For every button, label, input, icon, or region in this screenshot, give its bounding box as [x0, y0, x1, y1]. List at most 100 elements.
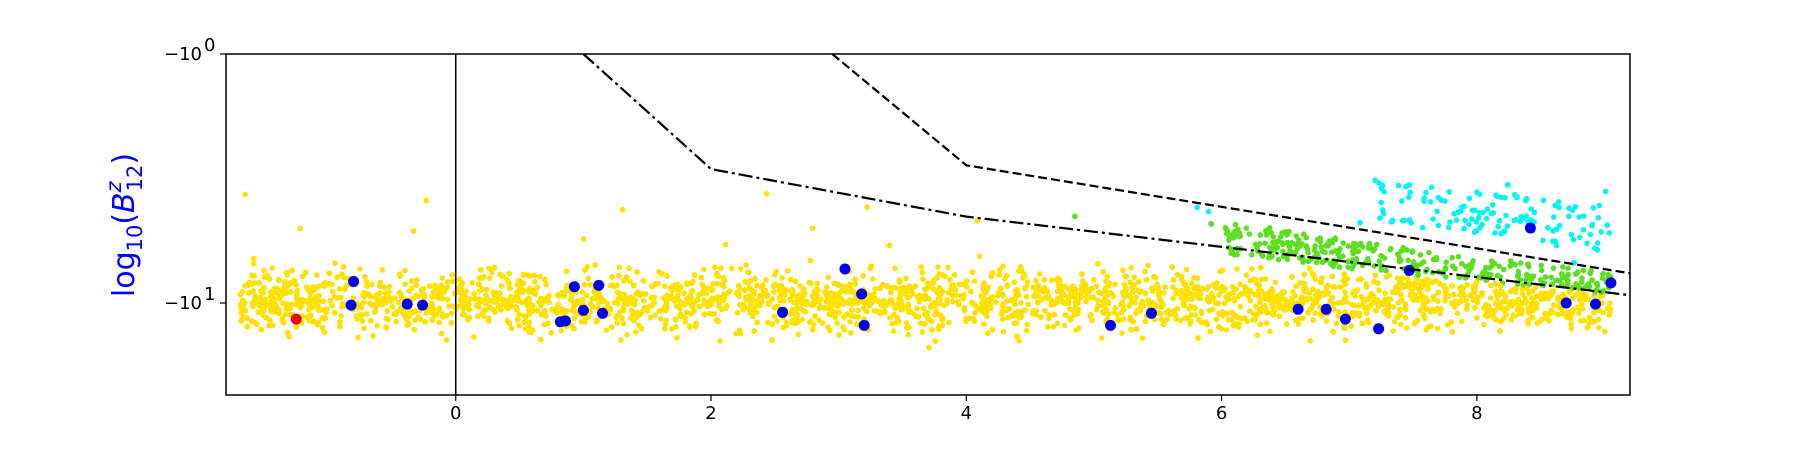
data-point — [1425, 324, 1432, 330]
data-point — [1496, 263, 1502, 270]
data-point — [1337, 246, 1343, 252]
data-point — [1035, 299, 1041, 306]
data-point — [397, 271, 403, 278]
data-point — [647, 314, 654, 321]
data-point — [1511, 217, 1517, 224]
data-point — [389, 304, 396, 310]
data-point — [538, 297, 544, 304]
data-point — [303, 269, 309, 276]
data-point — [498, 307, 504, 313]
data-point — [1272, 279, 1279, 286]
highlight-point — [417, 299, 429, 311]
data-point — [451, 290, 458, 297]
data-point — [1395, 252, 1402, 259]
data-point — [951, 272, 958, 278]
data-point — [932, 312, 938, 318]
data-point — [541, 321, 548, 328]
data-point — [982, 296, 988, 303]
data-point — [513, 306, 520, 313]
data-point — [1397, 306, 1403, 313]
data-point — [383, 324, 389, 331]
data-point — [1492, 288, 1499, 295]
data-point — [980, 283, 986, 290]
data-point — [1104, 274, 1111, 280]
data-point — [249, 273, 256, 279]
data-point — [1500, 266, 1507, 273]
data-point — [402, 267, 408, 274]
data-point — [508, 293, 514, 300]
data-point — [1100, 302, 1107, 308]
data-point — [1247, 297, 1254, 304]
data-point — [1070, 307, 1077, 314]
data-point — [888, 289, 894, 295]
ylabel-sup: z — [102, 180, 126, 193]
data-point — [1349, 265, 1355, 272]
data-point — [769, 321, 775, 328]
y-tick-exponent: 0 — [204, 35, 215, 56]
data-point — [520, 271, 527, 278]
data-point — [960, 281, 966, 288]
data-point — [660, 295, 667, 301]
data-point — [1216, 324, 1222, 330]
data-point — [1323, 285, 1330, 292]
data-point — [619, 206, 626, 213]
data-point — [1464, 282, 1471, 288]
data-point — [250, 288, 256, 294]
data-point — [1371, 246, 1378, 252]
data-point — [1264, 309, 1270, 316]
data-point — [1033, 286, 1040, 292]
data-point — [614, 320, 620, 326]
data-point — [1136, 289, 1143, 296]
data-point — [788, 277, 794, 283]
data-point — [1430, 293, 1437, 300]
data-point — [1397, 291, 1404, 298]
data-point — [1336, 264, 1343, 270]
data-point — [489, 269, 495, 276]
data-point — [988, 296, 994, 303]
data-point — [1256, 282, 1263, 289]
data-point — [544, 296, 551, 303]
data-point — [1463, 297, 1469, 304]
data-point — [581, 282, 588, 288]
data-point — [1596, 316, 1602, 323]
data-point — [1551, 302, 1557, 308]
data-point — [1523, 196, 1530, 202]
data-point — [916, 298, 922, 305]
data-point — [1589, 277, 1595, 283]
data-point — [1262, 276, 1269, 282]
data-point — [1050, 323, 1057, 330]
data-point — [483, 300, 489, 307]
data-point — [1180, 279, 1187, 286]
data-point — [456, 276, 463, 283]
data-point — [1246, 231, 1253, 237]
data-point — [1373, 307, 1379, 314]
data-point — [423, 310, 429, 316]
data-point — [1602, 188, 1609, 195]
data-point — [311, 287, 317, 294]
data-point — [935, 264, 941, 270]
data-point — [284, 301, 290, 308]
data-point — [441, 289, 447, 295]
data-point — [327, 298, 334, 304]
data-point — [469, 280, 476, 286]
data-point — [1018, 313, 1024, 319]
data-point — [467, 296, 474, 302]
data-point — [1008, 297, 1015, 304]
data-point — [1128, 326, 1134, 333]
data-point — [755, 298, 762, 304]
data-point — [1584, 240, 1590, 247]
data-point — [864, 204, 870, 210]
data-point — [556, 293, 563, 300]
data-point — [255, 309, 262, 315]
data-point — [934, 289, 940, 295]
data-point — [391, 295, 398, 302]
data-point — [1376, 287, 1382, 294]
data-point — [1385, 305, 1391, 312]
data-point — [780, 324, 787, 331]
data-point — [1422, 299, 1428, 306]
data-point — [1453, 217, 1460, 223]
data-point — [1567, 289, 1573, 295]
data-point — [438, 282, 445, 289]
data-point — [255, 280, 262, 286]
data-point — [1404, 325, 1410, 331]
